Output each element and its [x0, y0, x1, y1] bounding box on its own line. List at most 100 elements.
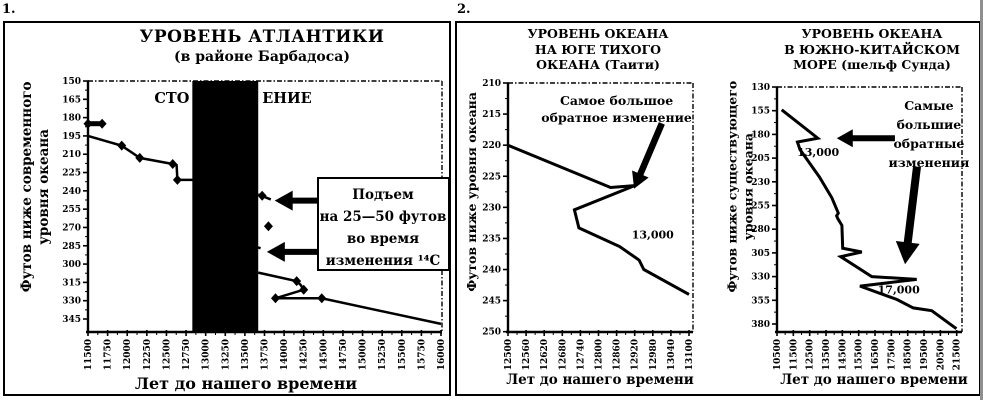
y-tick-label: 210	[482, 79, 501, 89]
x-axis-ticks: 10500 11500 12500 13500 14500 15500 16500 17500…	[773, 330, 963, 370]
x-tick-label: 14500	[838, 339, 848, 370]
x-tick-label: 12500	[806, 339, 816, 370]
x-tick-label: 18500	[904, 339, 914, 370]
x-axis-ticks: 12500 12560 12620 12680 12740 12800 12860 12920…	[504, 330, 695, 370]
figure-1-frame	[3, 21, 451, 396]
y-tick-label: 235	[482, 234, 501, 244]
annotation-text: изменения	[889, 155, 970, 170]
y-axis-ticks: 210 215 220 225 230 235 240 245 250	[482, 79, 509, 338]
series-marker-diamond	[117, 140, 127, 151]
x-tick-label: 11750	[104, 339, 114, 370]
collision-band	[192, 81, 259, 332]
y-tick-label: 155	[751, 107, 770, 117]
series-marker-diamond	[299, 284, 309, 295]
y-tick-label: 345	[62, 315, 81, 325]
y-tick-label: 380	[751, 320, 770, 330]
y-tick-label: 230	[751, 178, 770, 188]
x-tick-label: 16000	[437, 339, 447, 370]
band-label-right: ЕНИЕ	[262, 90, 312, 107]
x-tick-label: 15750	[417, 339, 427, 370]
x-tick-label: 11500	[789, 339, 799, 370]
arrow-head	[266, 241, 285, 262]
x-tick-label: 14500	[319, 339, 329, 370]
y-axis-ticks: 150 165 180 195 210 225 240 255 270 285 300 315 330 3…	[62, 77, 89, 325]
x-tick-label: 19500	[920, 339, 930, 370]
y-tick-label: 225	[62, 169, 81, 179]
arrow-head	[895, 240, 920, 265]
callout-arrow	[266, 241, 318, 262]
y-tick-label: 150	[62, 77, 81, 87]
band-label-left: СТО	[154, 90, 189, 107]
x-tick-label: 13500	[822, 339, 832, 370]
series-marker-diamond	[83, 118, 93, 129]
x-tick-label: 13250	[221, 339, 231, 370]
y-tick-label: 315	[62, 278, 81, 288]
x-tick-label: 15000	[359, 339, 369, 370]
series-marker-diamond	[257, 190, 267, 201]
y-tick-label: 240	[62, 187, 81, 197]
x-tick-label: 13100	[685, 339, 695, 370]
chart-south-china-sea-sunda-plot: 10500 11500 12500 13500 14500 15500 16500 17500…	[751, 83, 970, 370]
arrow-head	[632, 170, 649, 189]
x-tick-label: 12800	[595, 339, 605, 370]
annotation-text: 13,000	[797, 146, 839, 159]
callout-arrow	[895, 166, 921, 265]
y-tick-label: 195	[62, 132, 81, 142]
y-tick-label: 240	[482, 266, 501, 276]
y-tick-label: 250	[482, 328, 501, 338]
series-marker-diamond	[317, 293, 327, 304]
x-tick-label: 15250	[378, 339, 388, 370]
y-tick-label: 270	[62, 223, 81, 233]
y-tick-label: 330	[62, 297, 81, 307]
y-tick-label: 215	[482, 110, 501, 120]
annotation-text: обратное изменение	[541, 110, 692, 125]
y-tick-label: 220	[482, 141, 501, 151]
series-marker-diamond	[292, 276, 302, 287]
annotation-text: Самые	[904, 98, 953, 113]
annotation-text: 13,000	[632, 228, 674, 241]
x-tick-label: 14000	[280, 339, 290, 370]
x-tick-label: 12980	[649, 339, 659, 370]
y-tick-label: 300	[62, 260, 81, 270]
series-line	[780, 108, 958, 330]
x-tick-label: 13000	[202, 339, 212, 370]
annotation-text: Самое большое	[560, 93, 673, 108]
annotation-text: обратные	[893, 136, 964, 151]
chart-south-pacific-tahiti-plot: 12500 12560 12620 12680 12740 12800 12860 12920…	[482, 79, 695, 370]
series-marker-diamond	[263, 221, 273, 232]
series-marker-diamond	[172, 174, 182, 185]
chart2-x-axis-label: Лет до нашего времени	[506, 372, 694, 388]
chart-atlantic-barbados-plot: СТО ЕНИЕ 11500 11750 12000 12250 12500 12750 130…	[62, 77, 450, 370]
series-line	[255, 245, 261, 250]
x-tick-label: 12250	[143, 339, 153, 370]
x-tick-label: 12860	[613, 339, 623, 370]
y-tick-label: 225	[482, 172, 501, 182]
y-tick-label: 230	[482, 203, 501, 213]
y-tick-label: 330	[751, 273, 770, 283]
callout-box-border	[317, 177, 450, 271]
y-tick-label: 255	[62, 205, 81, 215]
x-tick-label: 14250	[300, 339, 310, 370]
x-tick-label: 12680	[558, 339, 568, 370]
x-tick-label: 12620	[540, 339, 550, 370]
x-tick-label: 11500	[84, 339, 94, 370]
callout-box-text: Подъем	[352, 187, 414, 203]
arrow-head	[836, 129, 853, 148]
y-tick-label: 165	[62, 95, 81, 105]
x-tick-label: 21500	[953, 339, 963, 370]
y-tick-label: 130	[751, 83, 770, 93]
figure-1-label: 1.	[2, 2, 16, 17]
series-marker-diamond	[168, 158, 178, 169]
y-tick-label: 205	[751, 154, 770, 164]
x-tick-label: 12920	[631, 339, 641, 370]
x-tick-label: 12750	[182, 339, 192, 370]
chart1-x-axis-label: Лет до нашего времени	[134, 374, 358, 393]
callout-box-text: на 25—50 футов	[320, 209, 447, 225]
callout-box-text: изменения ¹⁴C	[326, 253, 441, 269]
series-marker-diamond	[97, 118, 107, 129]
series-line	[507, 143, 690, 296]
y-tick-label: 245	[482, 297, 501, 307]
x-tick-label: 12000	[123, 339, 133, 370]
callout-arrow	[836, 129, 895, 148]
